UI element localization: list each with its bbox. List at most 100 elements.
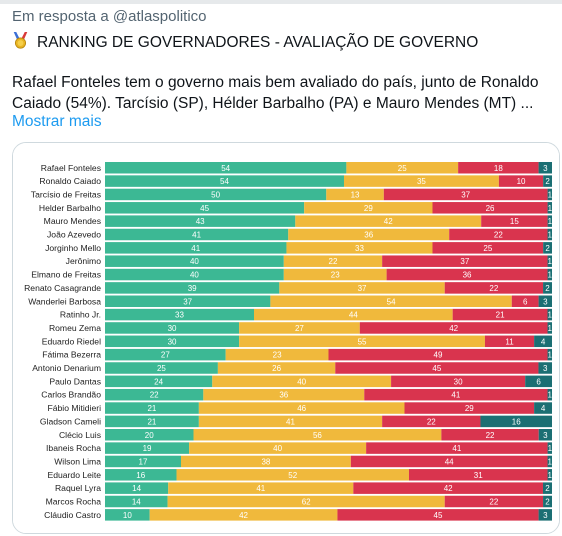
data-label: 33 (355, 244, 364, 253)
medal-icon (13, 32, 28, 49)
bar-segment-4 (525, 375, 552, 388)
data-label: 44 (349, 311, 358, 320)
category-label: Ibaneis Rocha (46, 443, 101, 453)
data-label: 33 (175, 311, 184, 320)
bar-segment-4 (547, 469, 552, 481)
bar-segment-2 (270, 295, 512, 307)
data-label: 1 (548, 190, 553, 199)
data-label: 39 (188, 284, 197, 293)
data-label: 1 (548, 444, 553, 453)
category-label: Ratinho Jr. (60, 310, 101, 320)
bar-segment-2 (149, 509, 338, 521)
bar-segment-1 (105, 268, 284, 281)
show-more-link[interactable]: Mostrar mais (12, 113, 102, 130)
category-label: Tarcísio de Freitas (31, 189, 101, 199)
bar-segment-2 (286, 242, 433, 254)
bar-segment-2 (167, 495, 445, 508)
bar-segment-3 (382, 415, 481, 428)
data-label: 3 (543, 364, 548, 373)
category-label: Wilson Lima (54, 456, 101, 466)
bar-segment-2 (212, 375, 392, 388)
data-label: 50 (211, 190, 220, 199)
bar-segment-4 (543, 242, 552, 254)
data-label: 4 (541, 337, 546, 346)
data-label: 22 (486, 431, 495, 440)
data-label: 1 (548, 351, 553, 360)
bar-segment-3 (386, 268, 548, 281)
bar-segment-2 (295, 215, 482, 227)
category-label: Rafael Fonteles (41, 163, 101, 173)
category-label: João Azevedo (47, 230, 101, 240)
category-label: Eduardo Leite (47, 470, 101, 480)
data-label: 15 (510, 217, 519, 226)
data-label: 25 (157, 364, 166, 373)
bar-segment-1 (105, 362, 218, 374)
bar-segment-3 (511, 295, 539, 307)
previous-tweet-edge (0, 0, 562, 4)
data-label: 10 (517, 177, 526, 186)
category-label: Romeu Zema (49, 323, 101, 333)
bar-segment-2 (203, 388, 365, 401)
category-label: Renato Casagrande (24, 283, 101, 293)
bar-segment-4 (547, 202, 552, 214)
data-label: 1 (548, 324, 553, 333)
data-label: 30 (454, 377, 463, 386)
bar-segment-3 (353, 482, 543, 494)
bar-segment-4 (547, 322, 552, 334)
data-label: 41 (192, 231, 201, 240)
data-label: 42 (449, 324, 458, 333)
ranking-chart-image[interactable]: Rafael Fonteles 54 25 18 3 Ronaldo Caiado 54 35… (12, 142, 560, 534)
bar-segment-1 (105, 402, 199, 414)
tweet-title: RANKING DE GOVERNADORES - AVALIAÇÃO DE G… (37, 34, 479, 51)
data-label: 1 (548, 204, 553, 213)
bar-segment-4 (543, 175, 552, 187)
data-label: 1 (548, 217, 553, 226)
data-label: 26 (486, 204, 495, 213)
data-label: 17 (139, 457, 148, 466)
reply-handle-link[interactable]: @atlaspolitico (112, 8, 207, 25)
bar-segment-4 (542, 482, 552, 494)
bar-segment-4 (543, 282, 552, 294)
bar-segment-2 (279, 282, 445, 294)
bar-segment-3 (359, 322, 548, 334)
data-label: 45 (432, 364, 441, 373)
data-label: 54 (387, 297, 396, 306)
bar-segment-4 (547, 228, 552, 241)
data-label: 6 (523, 297, 528, 306)
data-label: 10 (123, 511, 132, 520)
bar-segment-4 (480, 415, 552, 428)
data-label: 13 (351, 190, 360, 199)
data-label: 16 (136, 471, 145, 480)
bar-segment-1 (105, 509, 150, 521)
data-label: 44 (445, 457, 454, 466)
bar-segment-2 (198, 415, 383, 428)
category-label: Cláudio Castro (44, 510, 101, 520)
bar-segment-4 (538, 162, 552, 174)
bar-segment-3 (337, 509, 539, 521)
bar-segment-2 (254, 308, 453, 321)
bar-segment-2 (343, 175, 499, 187)
data-label: 22 (150, 391, 159, 400)
bar-segment-2 (304, 202, 433, 214)
reply-context: Em resposta a @atlaspolitico (12, 8, 207, 25)
bar-segment-4 (534, 402, 552, 414)
data-label: 25 (398, 164, 407, 173)
bar-segment-3 (408, 469, 548, 481)
data-label: 42 (384, 217, 393, 226)
data-label: 29 (465, 404, 474, 413)
data-label: 55 (358, 337, 367, 346)
category-label: Fátima Bezerra (42, 350, 101, 360)
bar-segment-2 (283, 255, 383, 267)
bar-segment-4 (547, 255, 552, 267)
data-label: 1 (548, 257, 553, 266)
bar-segment-1 (105, 482, 169, 494)
data-label: 16 (512, 417, 521, 426)
data-label: 21 (147, 404, 156, 413)
bar-segment-3 (383, 188, 548, 201)
bar-segment-3 (444, 495, 544, 508)
category-label: Wanderlei Barbosa (28, 296, 101, 306)
bar-segment-3 (404, 402, 535, 414)
bar-segment-2 (198, 402, 405, 414)
bar-segment-2 (239, 322, 360, 334)
